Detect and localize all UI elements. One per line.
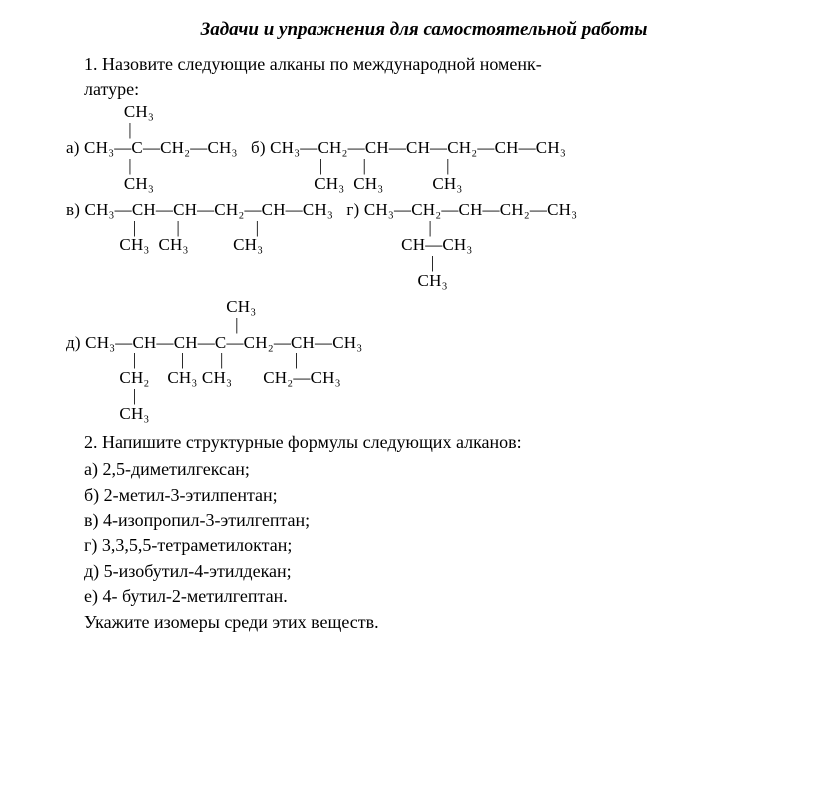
task1-structures-row3: CH₃ | д) CH₃—CH—CH—C—CH₂—CH—CH₃ | | | | …	[66, 298, 788, 423]
worksheet-page: Задачи и упражнения для самостоятельной …	[0, 0, 828, 654]
task1-intro-line2: латуре:	[84, 78, 788, 101]
task2-item-e: д) 5-изобутил-4-этилдекан;	[84, 560, 788, 583]
task2-item-d: г) 3,3,5,5-тетраметилоктан;	[84, 534, 788, 557]
task1-structures-row1: CH₃ | а) CH₃—C—CH₂—CH₃ б) CH₃—CH₂—CH—CH—…	[66, 103, 788, 192]
task2-number: 2.	[84, 432, 98, 452]
task1-structures-row2: в) CH₃—CH—CH—CH₂—CH—CH₃ г) CH₃—CH₂—CH—CH…	[66, 201, 788, 290]
task2-item-f: е) 4- бутил-2-метилгептан.	[84, 585, 788, 608]
page-title: Задачи и упражнения для самостоятельной …	[60, 18, 788, 43]
task1-number: 1.	[84, 54, 98, 74]
task1-text-line1: Назовите следующие алканы по международн…	[102, 54, 542, 74]
task2-intro: 2. Напишите структурные формулы следующи…	[60, 431, 788, 454]
task2-text: Напишите структурные формулы следующих а…	[102, 432, 522, 452]
task1-intro-line1: 1. Назовите следующие алканы по междунар…	[60, 53, 788, 76]
task2-item-b: б) 2-метил-3-этилпентан;	[84, 484, 788, 507]
task2-item-c: в) 4-изопропил-3-этилгептан;	[84, 509, 788, 532]
task2-item-a: а) 2,5-диметилгексан;	[84, 458, 788, 481]
task2-items: а) 2,5-диметилгексан; б) 2-метил-3-этилп…	[84, 458, 788, 608]
task2-closing: Укажите изомеры среди этих веществ.	[84, 611, 788, 634]
